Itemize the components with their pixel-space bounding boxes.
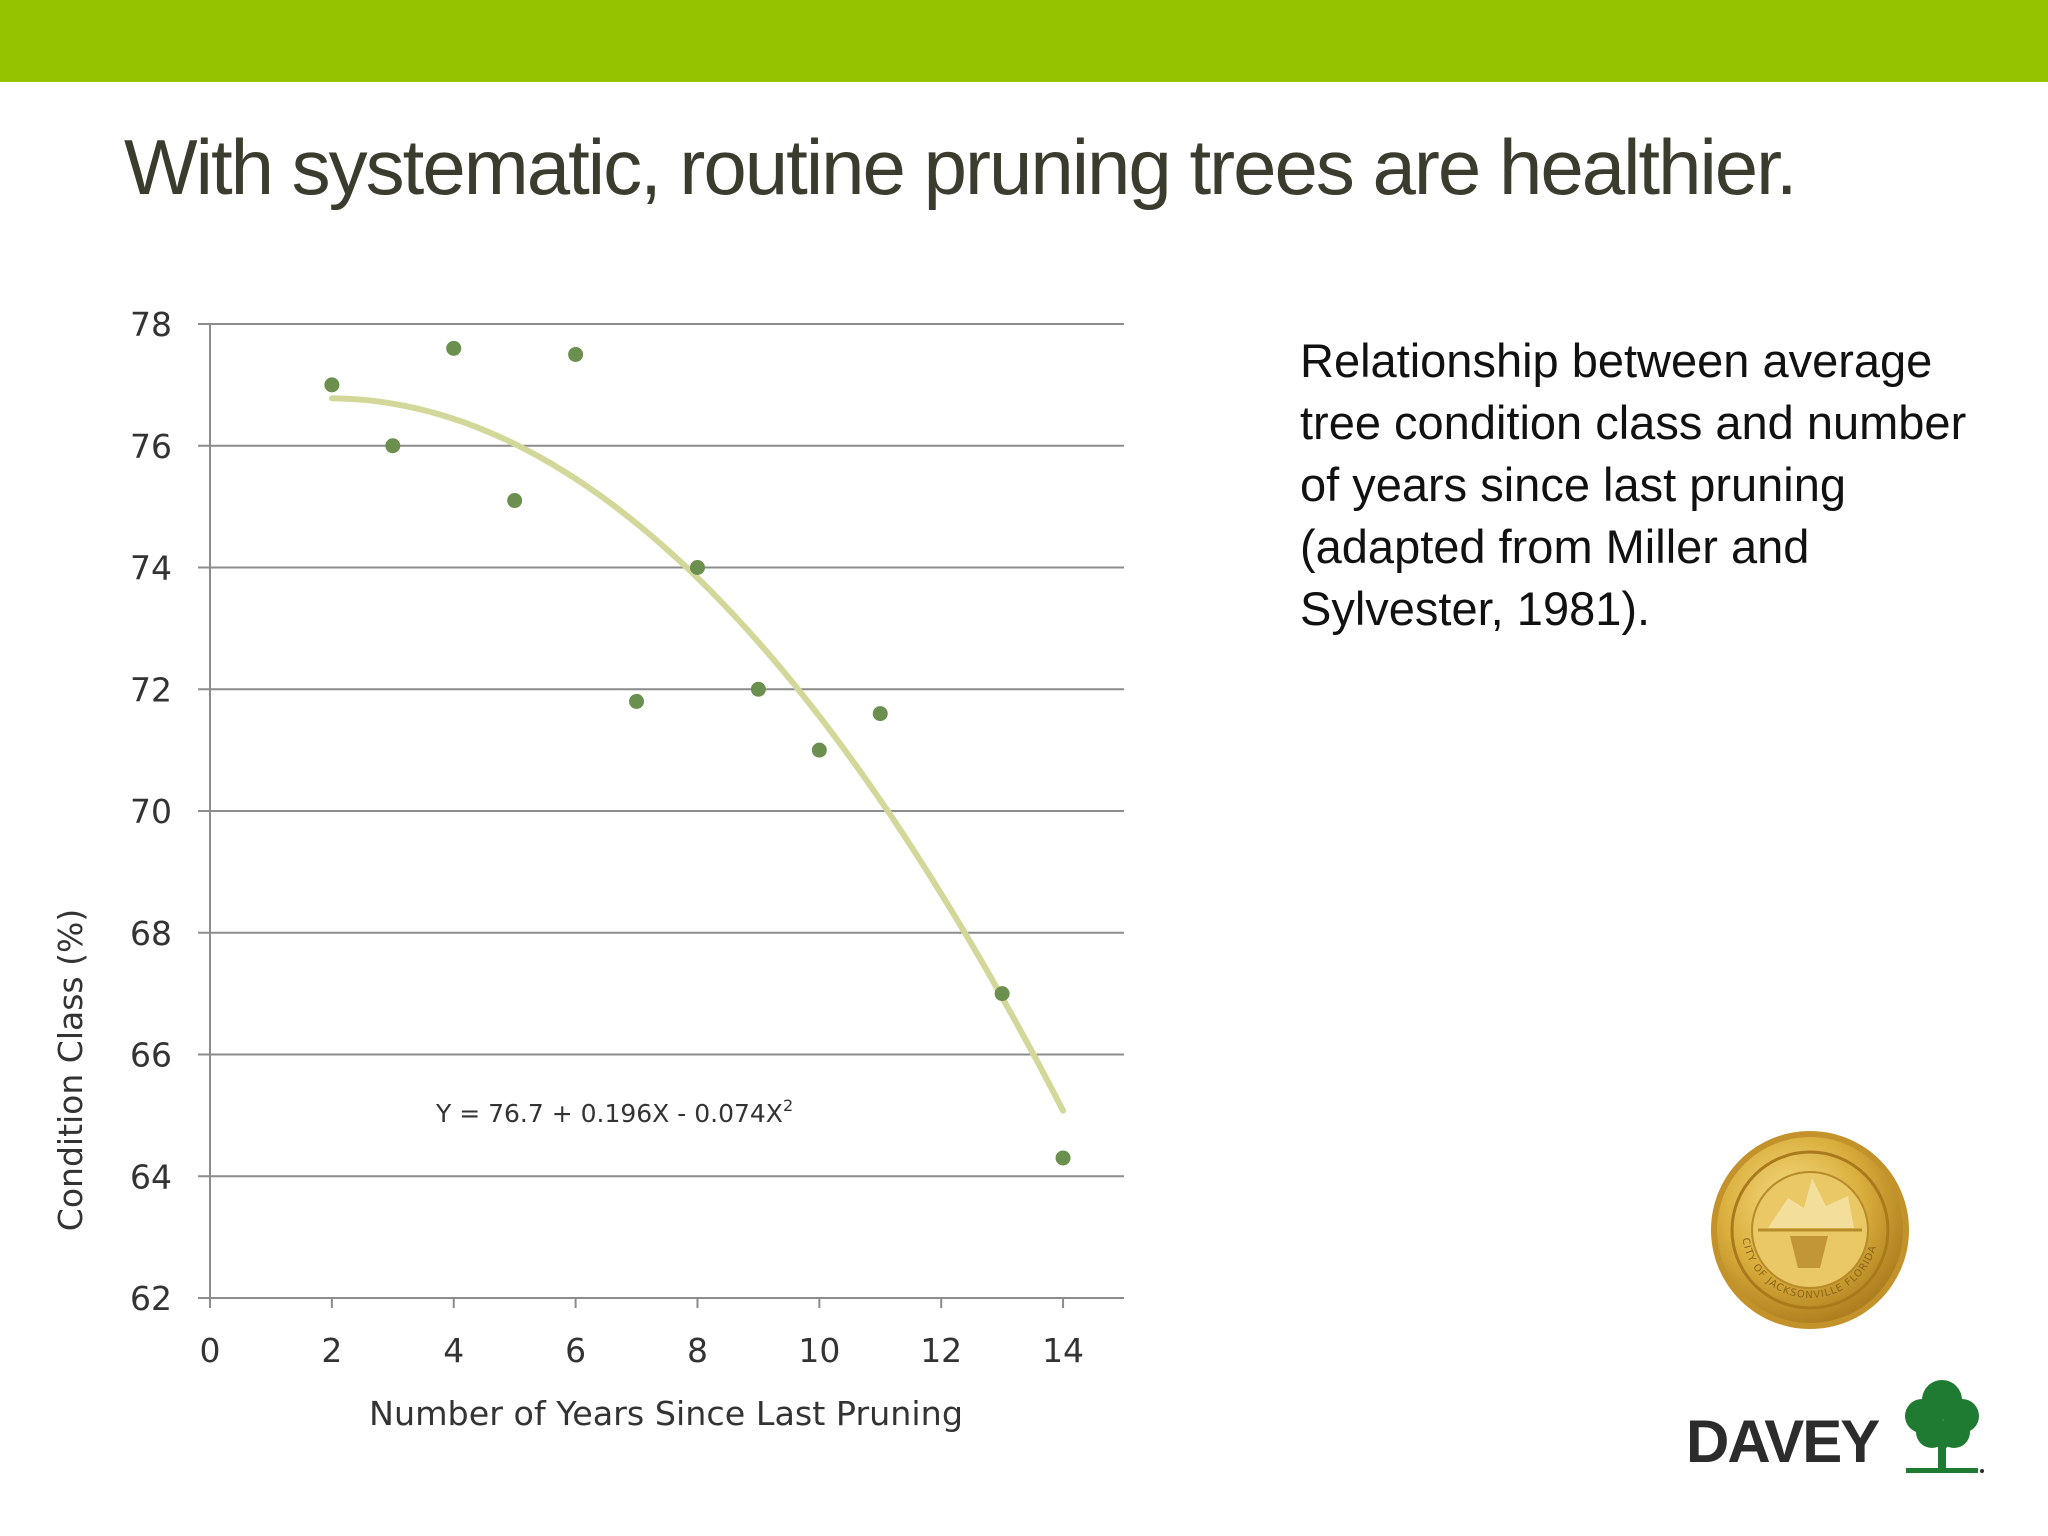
y-tick-label: 64 <box>130 1157 172 1196</box>
data-point <box>872 706 888 722</box>
data-point <box>568 346 584 362</box>
data-point <box>629 693 645 709</box>
x-tick-label: 2 <box>321 1331 342 1370</box>
davey-logo: DAVEY <box>1686 1376 1986 1482</box>
y-tick-label: 70 <box>130 792 172 831</box>
data-point <box>1055 1150 1071 1166</box>
y-axis-title: Condition Class (%) <box>51 909 90 1231</box>
data-point <box>446 340 462 356</box>
x-tick-label: 0 <box>200 1331 221 1370</box>
chart-area: 62 64 66 68 70 72 74 76 78 0 2 4 6 8 10 12 14 Condition … <box>0 270 1200 1500</box>
y-tick-label: 76 <box>130 427 172 466</box>
data-points <box>324 340 1071 1166</box>
tree-logo-icon <box>1905 1380 1984 1473</box>
data-point <box>689 560 705 575</box>
trendline-equation: Y = 76.7 + 0.196X - 0.074X2 <box>435 1096 793 1128</box>
top-accent-bar <box>0 0 2048 82</box>
y-tick-label: 78 <box>130 305 172 344</box>
data-point <box>750 681 766 697</box>
davey-logo-text: DAVEY <box>1686 1408 1880 1475</box>
x-tick-label: 8 <box>687 1331 708 1370</box>
city-seal-icon: CITY OF JACKSONVILLE FLORIDA <box>1708 1128 1912 1332</box>
trendline <box>328 395 1067 1114</box>
data-point <box>385 438 401 454</box>
data-point <box>994 986 1010 1002</box>
y-tick-label: 68 <box>130 914 172 953</box>
x-tick-label: 6 <box>565 1331 586 1370</box>
data-point <box>507 493 523 509</box>
x-tick-label: 10 <box>798 1331 840 1370</box>
equation-superscript: 2 <box>783 1096 793 1115</box>
y-tick-label: 74 <box>130 549 172 588</box>
slide-title: With systematic, routine pruning trees a… <box>124 123 1798 211</box>
trendline-group <box>328 395 1067 1114</box>
x-axis-title: Number of Years Since Last Pruning <box>369 1394 963 1433</box>
data-point <box>324 377 340 393</box>
y-tick-label: 62 <box>130 1279 172 1318</box>
equation-text: Y = 76.7 + 0.196X - 0.074X <box>435 1099 783 1128</box>
x-tick-label: 4 <box>443 1331 464 1370</box>
x-tick-label: 14 <box>1042 1331 1084 1370</box>
chart-caption: Relationship between average tree condit… <box>1300 334 1967 635</box>
x-tick-label: 12 <box>920 1331 962 1370</box>
data-point <box>811 742 827 758</box>
y-tick-label: 66 <box>130 1036 172 1075</box>
gridlines <box>198 323 1124 1299</box>
y-tick-label: 72 <box>130 670 172 709</box>
